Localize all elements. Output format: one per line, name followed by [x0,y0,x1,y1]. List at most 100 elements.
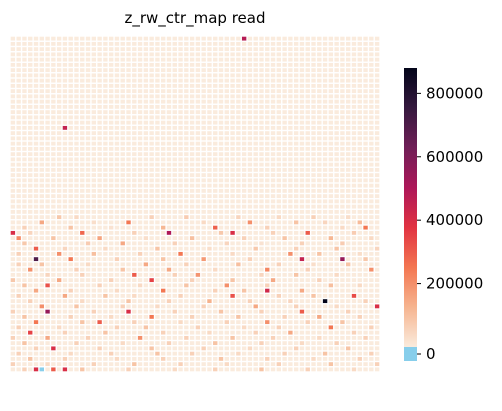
heatmap-cell [357,188,362,193]
heatmap-cell [62,57,68,62]
heatmap-cell [230,152,235,157]
heatmap-cell [80,146,85,151]
heatmap-cell [178,257,183,262]
heatmap-cell [132,120,137,125]
heatmap-cell [33,225,39,230]
heatmap-cell [178,288,183,293]
heatmap-cell [114,183,120,188]
heatmap-cell [97,335,102,340]
heatmap-cell [253,272,258,277]
heatmap-cell [340,304,345,309]
heatmap-cell [195,52,201,57]
heatmap-cell [114,215,120,220]
heatmap-cell [317,47,322,52]
heatmap-cell [132,89,137,94]
heatmap-cell [155,251,160,256]
heatmap-cell [363,341,368,346]
heatmap-cell [357,299,362,304]
heatmap-cell [22,251,27,256]
heatmap-cell [28,36,33,41]
heatmap-cell [97,68,102,73]
heatmap-cell [45,309,50,314]
heatmap-cell [236,283,241,288]
heatmap-cell [149,283,154,288]
heatmap-cell [16,199,21,204]
heatmap-cell [132,251,137,256]
heatmap-cell [132,94,137,99]
heatmap-cell [195,152,201,157]
heatmap-cell [120,299,125,304]
heatmap-cell [68,152,73,157]
heatmap-cell [357,131,362,136]
heatmap-cell [299,251,305,256]
heatmap-cell [340,47,345,52]
heatmap-cell [149,220,154,225]
heatmap-cell [363,225,368,230]
heatmap-cell [328,251,334,256]
heatmap-cell [85,47,91,52]
heatmap-cell [74,241,79,246]
heatmap-cell [207,236,212,241]
heatmap-cell [149,47,154,52]
heatmap-cell [317,299,322,304]
heatmap-cell [166,162,172,167]
heatmap-cell [201,351,206,356]
heatmap-cell [155,194,160,199]
heatmap-cell [363,272,368,277]
heatmap-cell [103,346,108,351]
heatmap-cell [363,325,368,330]
heatmap-cell [10,199,16,204]
heatmap-cell [357,73,362,78]
heatmap-cell [39,194,44,199]
heatmap-cell [213,183,218,188]
heatmap-cell [334,230,339,235]
heatmap-cell [241,157,247,162]
heatmap-cell [137,346,143,351]
heatmap-cell [334,288,339,293]
heatmap-cell [16,215,21,220]
heatmap-cell [74,335,79,340]
heatmap-cell [172,220,177,225]
heatmap-cell [97,194,102,199]
heatmap-cell [39,267,44,272]
heatmap-cell [143,251,149,256]
heatmap-cell [155,356,160,361]
heatmap-cell [85,304,91,309]
heatmap-cell [374,351,380,356]
heatmap-cell [322,320,328,325]
heatmap-cell [288,209,293,214]
heatmap-cell [149,115,154,120]
heatmap-cell [189,272,195,277]
heatmap-cell [351,341,357,346]
heatmap-cell [189,78,195,83]
heatmap-cell [132,78,137,83]
heatmap-cell [322,99,328,104]
heatmap-cell [51,262,56,267]
heatmap-cell [103,173,108,178]
heatmap-cell [74,257,79,262]
heatmap-cell [10,68,16,73]
heatmap-cell [357,246,362,251]
heatmap-cell [28,167,33,172]
heatmap-cell [311,146,316,151]
heatmap-cell [236,225,241,230]
heatmap-cell [230,314,235,319]
heatmap-cell [80,367,85,372]
heatmap-cell [276,299,282,304]
heatmap-cell [253,131,258,136]
heatmap-cell [68,188,73,193]
heatmap-cell [340,209,345,214]
heatmap-cell [149,335,154,340]
heatmap-cell [282,115,287,120]
heatmap-cell [143,346,149,351]
heatmap-cell [22,320,27,325]
heatmap-cell [207,162,212,167]
heatmap-cell [369,152,374,157]
heatmap-cell [305,346,310,351]
heatmap-cell [288,157,293,162]
heatmap-cell [357,241,362,246]
heatmap-cell [236,36,241,41]
heatmap-cell [317,41,322,46]
heatmap-cell [149,99,154,104]
heatmap-cell [28,104,33,109]
